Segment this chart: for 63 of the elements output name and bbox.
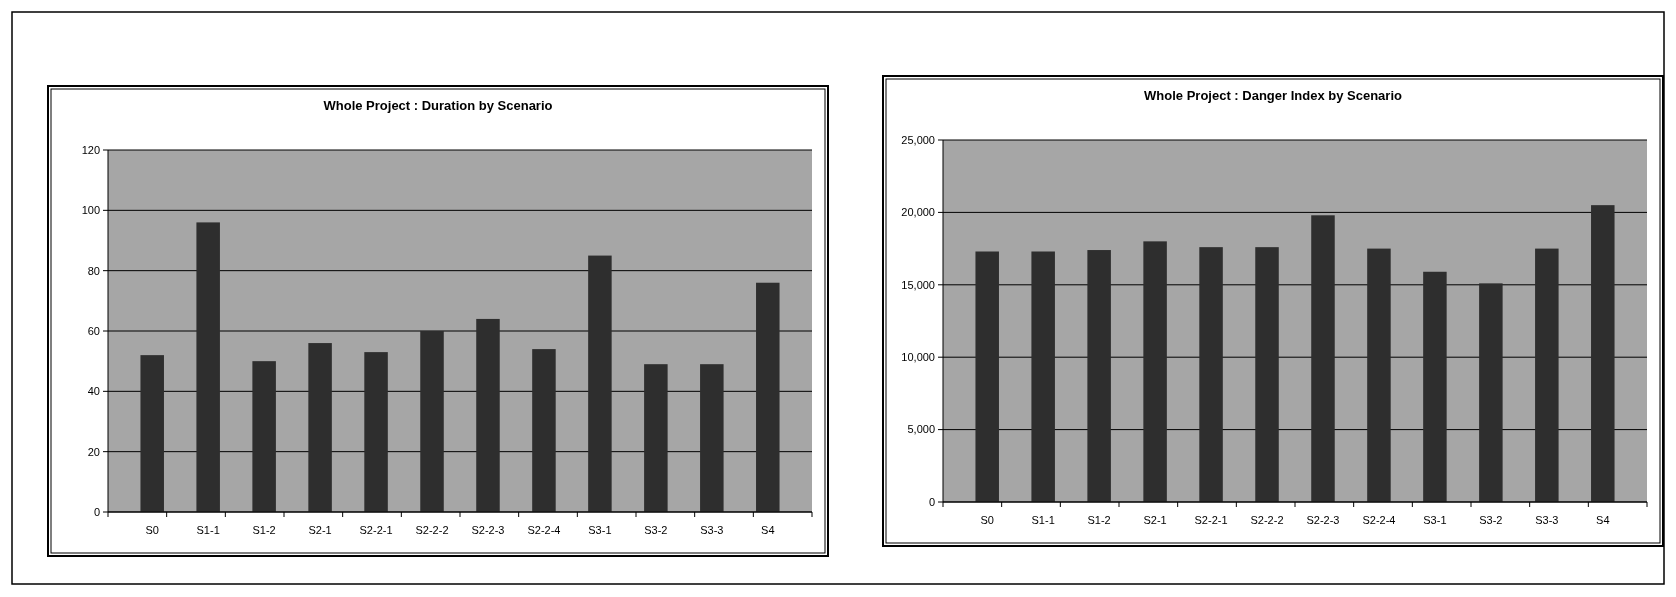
y-tick-label: 20 <box>87 445 100 458</box>
bar <box>252 361 276 512</box>
y-tick-label: 10,000 <box>901 351 935 364</box>
x-tick-label: S1-2 <box>1087 514 1111 526</box>
x-tick-label: S4 <box>1596 514 1610 526</box>
x-tick-label: S3-1 <box>588 524 612 536</box>
bar <box>140 355 164 512</box>
x-tick-label: S3-3 <box>1535 514 1559 526</box>
bar <box>700 364 724 512</box>
bar <box>1087 250 1111 502</box>
bar <box>756 282 780 512</box>
bar <box>364 352 388 512</box>
bar <box>975 251 999 502</box>
y-tick-label: 100 <box>81 204 100 217</box>
y-tick-label: 5,000 <box>907 423 935 436</box>
y-tick-label: 20,000 <box>901 206 935 219</box>
bar <box>1311 215 1335 502</box>
bar <box>308 343 332 512</box>
y-tick-label: 25,000 <box>901 133 935 146</box>
bar <box>1199 247 1223 502</box>
bar <box>476 318 500 512</box>
bar <box>196 222 220 512</box>
y-tick-label: 60 <box>87 324 100 337</box>
x-tick-label: S2-1 <box>308 524 332 536</box>
bar <box>1367 248 1391 502</box>
bar <box>644 364 668 512</box>
bar <box>1255 247 1279 502</box>
bar <box>1479 283 1503 502</box>
y-tick-label: 80 <box>87 264 100 277</box>
x-tick-label: S2-2-2 <box>1250 514 1284 526</box>
bar <box>532 349 556 512</box>
y-tick-label: 120 <box>81 143 100 156</box>
x-tick-label: S2-1 <box>1143 514 1167 526</box>
x-tick-label: S3-3 <box>700 524 724 536</box>
y-tick-label: 0 <box>928 495 935 508</box>
bar <box>420 331 444 512</box>
bar <box>588 255 612 512</box>
x-tick-label: S4 <box>761 524 775 536</box>
bar <box>1591 205 1615 502</box>
x-tick-label: S2-2-3 <box>471 524 505 536</box>
y-tick-label: 15,000 <box>901 278 935 291</box>
bar <box>1143 241 1167 502</box>
bar <box>1423 271 1447 502</box>
x-tick-label: S2-2-1 <box>359 524 393 536</box>
x-tick-label: S2-2-3 <box>1306 514 1340 526</box>
x-tick-label: S1-2 <box>252 524 276 536</box>
x-tick-label: S2-2-4 <box>527 524 561 536</box>
y-tick-label: 40 <box>87 385 100 398</box>
x-tick-label: S1-1 <box>196 524 220 536</box>
chart-title: Whole Project : Duration by Scenario <box>323 98 553 113</box>
x-tick-label: S3-1 <box>1423 514 1447 526</box>
chart-title: Whole Project : Danger Index by Scenario <box>1144 88 1402 103</box>
x-tick-label: S3-2 <box>1479 514 1503 526</box>
bar <box>1535 248 1559 502</box>
y-tick-label: 0 <box>93 505 100 518</box>
x-tick-label: S2-2-1 <box>1194 514 1228 526</box>
x-tick-label: S2-2-4 <box>1362 514 1396 526</box>
x-tick-label: S0 <box>145 524 159 536</box>
x-tick-label: S0 <box>980 514 994 526</box>
x-tick-label: S1-1 <box>1031 514 1055 526</box>
bar <box>1031 251 1055 502</box>
x-tick-label: S2-2-2 <box>415 524 449 536</box>
x-tick-label: S3-2 <box>644 524 668 536</box>
